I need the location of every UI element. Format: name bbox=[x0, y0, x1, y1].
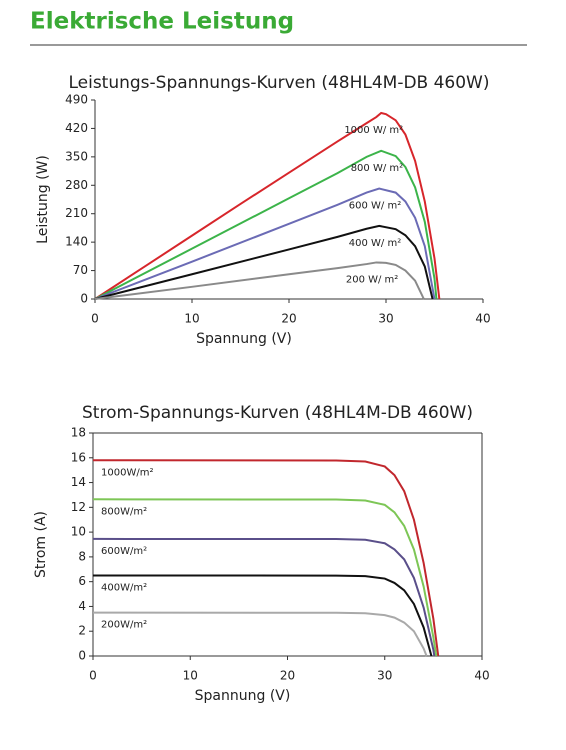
series-line bbox=[92, 611, 428, 657]
x-tick-label: 0 bbox=[89, 669, 97, 683]
y-tick-label: 6 bbox=[78, 574, 86, 588]
series-line bbox=[94, 261, 425, 300]
series-line bbox=[92, 537, 436, 657]
series-line bbox=[92, 459, 440, 657]
series-line bbox=[92, 574, 433, 657]
series-label: 800W/m² bbox=[101, 506, 147, 517]
x-axis-label: Spannung (V) bbox=[195, 688, 291, 704]
x-axis-label: Spannung (V) bbox=[196, 331, 292, 347]
x-tick-label: 20 bbox=[281, 312, 296, 326]
y-tick-label: 490 bbox=[65, 93, 88, 107]
series-label: 200 W/ m² bbox=[346, 274, 398, 285]
series-label: 600 W/ m² bbox=[349, 201, 401, 212]
y-tick-label: 0 bbox=[80, 292, 88, 306]
x-tick-label: 10 bbox=[184, 312, 199, 326]
series-label: 200W/m² bbox=[101, 620, 147, 631]
chart-title: Strom-Spannungs-Kurven (48HL4M-DB 460W) bbox=[82, 403, 473, 423]
y-tick-label: 4 bbox=[78, 599, 86, 613]
x-tick-label: 30 bbox=[377, 669, 392, 683]
y-tick-label: 420 bbox=[65, 121, 88, 135]
y-tick-label: 210 bbox=[65, 206, 88, 220]
series-label: 400 W/ m² bbox=[349, 238, 401, 249]
y-tick-label: 14 bbox=[71, 475, 86, 489]
x-tick-label: 30 bbox=[378, 312, 393, 326]
series-line bbox=[94, 111, 441, 300]
y-tick-label: 2 bbox=[78, 624, 86, 638]
y-tick-label: 140 bbox=[65, 235, 88, 249]
y-tick-label: 350 bbox=[65, 149, 88, 163]
series-label: 800 W/ m² bbox=[351, 163, 403, 174]
x-tick-label: 40 bbox=[474, 669, 489, 683]
chart-title: Leistungs-Spannungs-Kurven (48HL4M-DB 46… bbox=[68, 73, 489, 93]
series-label: 600W/m² bbox=[101, 546, 147, 557]
series-label: 1000W/m² bbox=[101, 467, 153, 478]
y-tick-label: 16 bbox=[71, 450, 86, 464]
x-tick-label: 0 bbox=[91, 312, 99, 326]
series-label: 1000 W/ m² bbox=[344, 125, 403, 136]
x-tick-label: 10 bbox=[183, 669, 198, 683]
y-tick-label: 70 bbox=[73, 263, 88, 277]
y-tick-label: 8 bbox=[78, 549, 86, 563]
y-tick-label: 18 bbox=[71, 426, 86, 440]
y-tick-label: 0 bbox=[78, 649, 86, 663]
series-line bbox=[94, 187, 436, 300]
y-tick-label: 12 bbox=[71, 500, 86, 514]
y-tick-label: 10 bbox=[71, 525, 86, 539]
y-axis-label: Strom (A) bbox=[33, 511, 49, 578]
heading: Elektrische Leistung bbox=[30, 9, 294, 35]
series-line bbox=[94, 224, 434, 300]
series-label: 400W/m² bbox=[101, 582, 147, 593]
series-line bbox=[94, 149, 438, 300]
x-tick-label: 20 bbox=[280, 669, 295, 683]
series-line bbox=[92, 498, 438, 657]
y-axis-label: Leistung (W) bbox=[35, 155, 51, 244]
x-tick-label: 40 bbox=[475, 312, 490, 326]
y-tick-label: 280 bbox=[65, 178, 88, 192]
